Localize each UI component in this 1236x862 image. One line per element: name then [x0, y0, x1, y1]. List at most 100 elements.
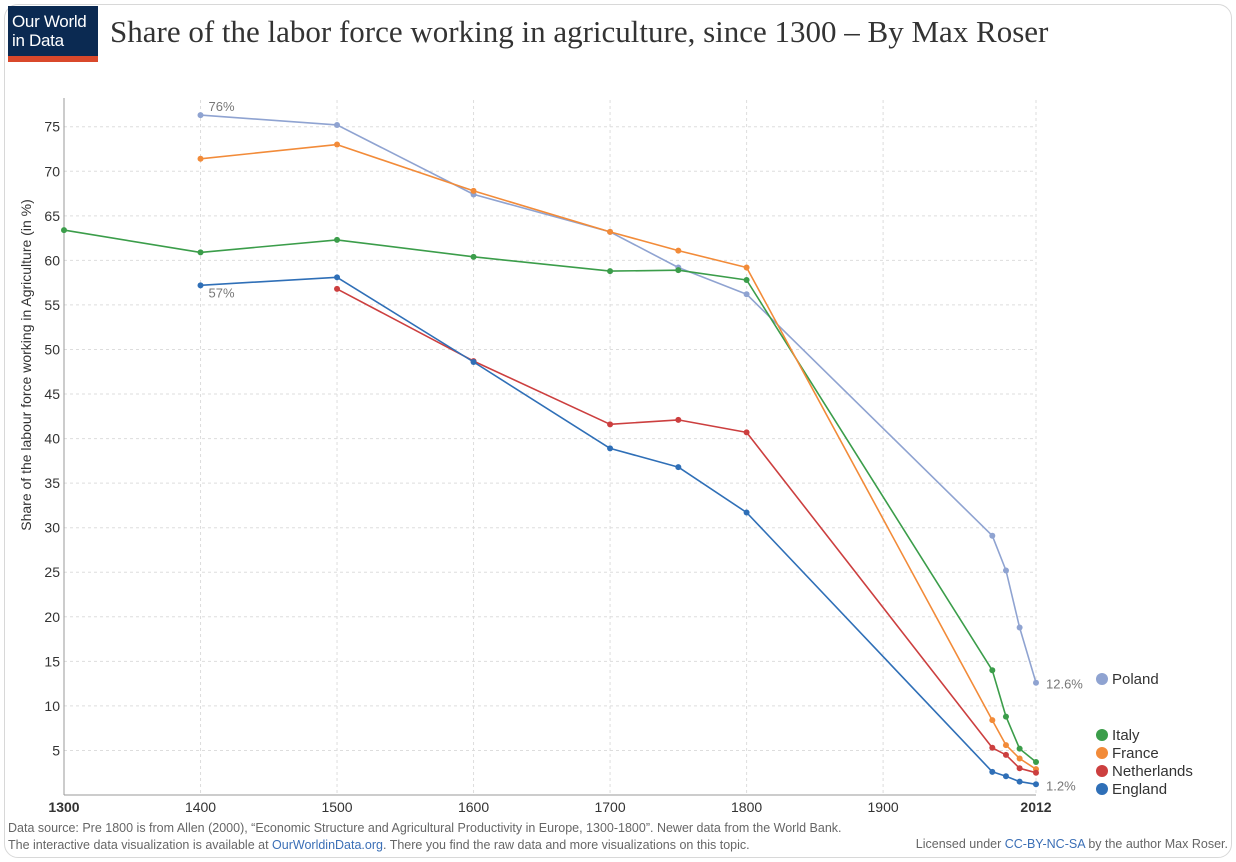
legend-marker-france[interactable]	[1096, 747, 1108, 759]
y-tick-label: 30	[44, 520, 60, 536]
license-suffix: by the author Max Roser.	[1084, 837, 1228, 851]
data-point-england[interactable]	[675, 464, 682, 471]
data-point-italy[interactable]	[197, 249, 204, 256]
legend-marker-netherlands[interactable]	[1096, 765, 1108, 777]
data-point-poland[interactable]	[1033, 679, 1039, 686]
data-point-england[interactable]	[334, 274, 341, 281]
data-point-england[interactable]	[1016, 778, 1023, 785]
series-line-england	[200, 276, 1037, 786]
owid-logo[interactable]: Our World in Data	[8, 6, 98, 62]
data-point-england[interactable]	[1002, 773, 1009, 780]
legend-marker-italy[interactable]	[1096, 729, 1108, 741]
x-tick-label: 1300	[48, 799, 79, 815]
data-point-italy[interactable]	[989, 667, 996, 674]
footer-license: Licensed under CC-BY-NC-SA by the author…	[916, 837, 1228, 851]
interactive-prefix: The interactive data visualization is av…	[8, 838, 273, 852]
series-line-netherlands	[336, 288, 1037, 774]
legend-label-england[interactable]: England	[1112, 781, 1167, 798]
data-point-netherlands[interactable]	[675, 416, 682, 423]
data-point-italy[interactable]	[607, 268, 614, 275]
data-point-italy[interactable]	[1002, 713, 1009, 720]
data-point-italy[interactable]	[334, 236, 341, 243]
data-point-poland[interactable]	[1002, 567, 1009, 574]
data-point-netherlands[interactable]	[1033, 769, 1039, 776]
data-point-england[interactable]	[989, 768, 996, 775]
data-point-italy[interactable]	[1033, 759, 1039, 766]
data-point-france[interactable]	[675, 247, 682, 254]
legend-label-netherlands[interactable]: Netherlands	[1112, 763, 1193, 780]
owid-link[interactable]: OurWorldinData.org	[272, 838, 383, 852]
annotation-label: 76%	[209, 99, 235, 114]
data-point-france[interactable]	[1002, 742, 1009, 749]
y-tick-label: 40	[44, 431, 60, 447]
data-point-italy[interactable]	[470, 253, 477, 260]
data-point-england[interactable]	[197, 282, 204, 289]
source-text: Data source: Pre 1800 is from Allen (200…	[8, 821, 842, 835]
series-line-poland	[200, 114, 1037, 683]
annotation-label: 12.6%	[1046, 677, 1083, 692]
license-prefix: Licensed under	[915, 837, 1005, 851]
data-point-england[interactable]	[470, 358, 477, 365]
license-link[interactable]: CC-BY-NC-SA	[1004, 837, 1085, 851]
data-point-netherlands[interactable]	[334, 285, 341, 292]
data-point-poland[interactable]	[743, 291, 750, 298]
data-point-poland[interactable]	[989, 532, 996, 539]
chart-title: Share of the labor force working in agri…	[110, 14, 1049, 49]
data-point-france[interactable]	[334, 141, 341, 148]
x-tick-label: 1700	[594, 799, 625, 815]
series-line-italy	[63, 229, 1037, 763]
x-tick-label: 1600	[458, 799, 489, 815]
interactive-note: The interactive data visualization is av…	[8, 837, 842, 854]
y-tick-label: 65	[44, 208, 60, 224]
y-tick-label: 5	[52, 742, 60, 758]
y-tick-label: 15	[44, 653, 60, 669]
data-point-france[interactable]	[607, 228, 614, 235]
y-tick-label: 75	[44, 119, 60, 135]
data-point-england[interactable]	[607, 445, 614, 452]
footer-source: Data source: Pre 1800 is from Allen (200…	[8, 820, 842, 854]
legend-label-poland[interactable]: Poland	[1112, 671, 1159, 688]
data-point-france[interactable]	[1016, 755, 1023, 762]
interactive-suffix: . There you find the raw data and more v…	[382, 838, 750, 852]
data-point-france[interactable]	[470, 187, 477, 194]
data-point-poland[interactable]	[1016, 624, 1023, 631]
data-point-france[interactable]	[197, 155, 204, 162]
data-point-netherlands[interactable]	[989, 744, 996, 751]
data-point-netherlands[interactable]	[1016, 765, 1023, 772]
x-tick-label: 2012	[1020, 799, 1051, 815]
legend-label-france[interactable]: France	[1112, 745, 1159, 762]
y-tick-label: 20	[44, 609, 60, 625]
legend-marker-england[interactable]	[1096, 783, 1108, 795]
x-tick-label: 1500	[321, 799, 352, 815]
logo-line-2: in Data	[12, 31, 64, 50]
y-tick-label: 70	[44, 163, 60, 179]
data-point-england[interactable]	[1033, 781, 1039, 788]
legend-marker-poland[interactable]	[1096, 673, 1108, 685]
y-tick-label: 35	[44, 475, 60, 491]
legend-label-italy[interactable]: Italy	[1112, 727, 1140, 744]
data-point-italy[interactable]	[675, 267, 682, 274]
data-point-italy[interactable]	[743, 276, 750, 283]
y-tick-label: 10	[44, 698, 60, 714]
data-point-france[interactable]	[743, 264, 750, 271]
annotation-label: 1.2%	[1046, 778, 1076, 793]
data-point-netherlands[interactable]	[1002, 751, 1009, 758]
y-tick-label: 55	[44, 297, 60, 313]
data-point-netherlands[interactable]	[743, 429, 750, 436]
data-point-france[interactable]	[989, 717, 996, 724]
data-point-poland[interactable]	[197, 112, 204, 119]
data-point-italy[interactable]	[1016, 745, 1023, 752]
data-point-poland[interactable]	[334, 121, 341, 128]
x-tick-label: 1800	[731, 799, 762, 815]
y-tick-label: 25	[44, 564, 60, 580]
data-point-netherlands[interactable]	[607, 421, 614, 428]
x-tick-label: 1900	[868, 799, 899, 815]
logo-line-1: Our World	[12, 12, 87, 31]
y-tick-label: 60	[44, 252, 60, 268]
data-point-italy[interactable]	[61, 227, 67, 234]
data-point-england[interactable]	[743, 509, 750, 516]
annotation-label: 57%	[209, 285, 235, 300]
x-tick-label: 1400	[185, 799, 216, 815]
y-tick-label: 45	[44, 386, 60, 402]
